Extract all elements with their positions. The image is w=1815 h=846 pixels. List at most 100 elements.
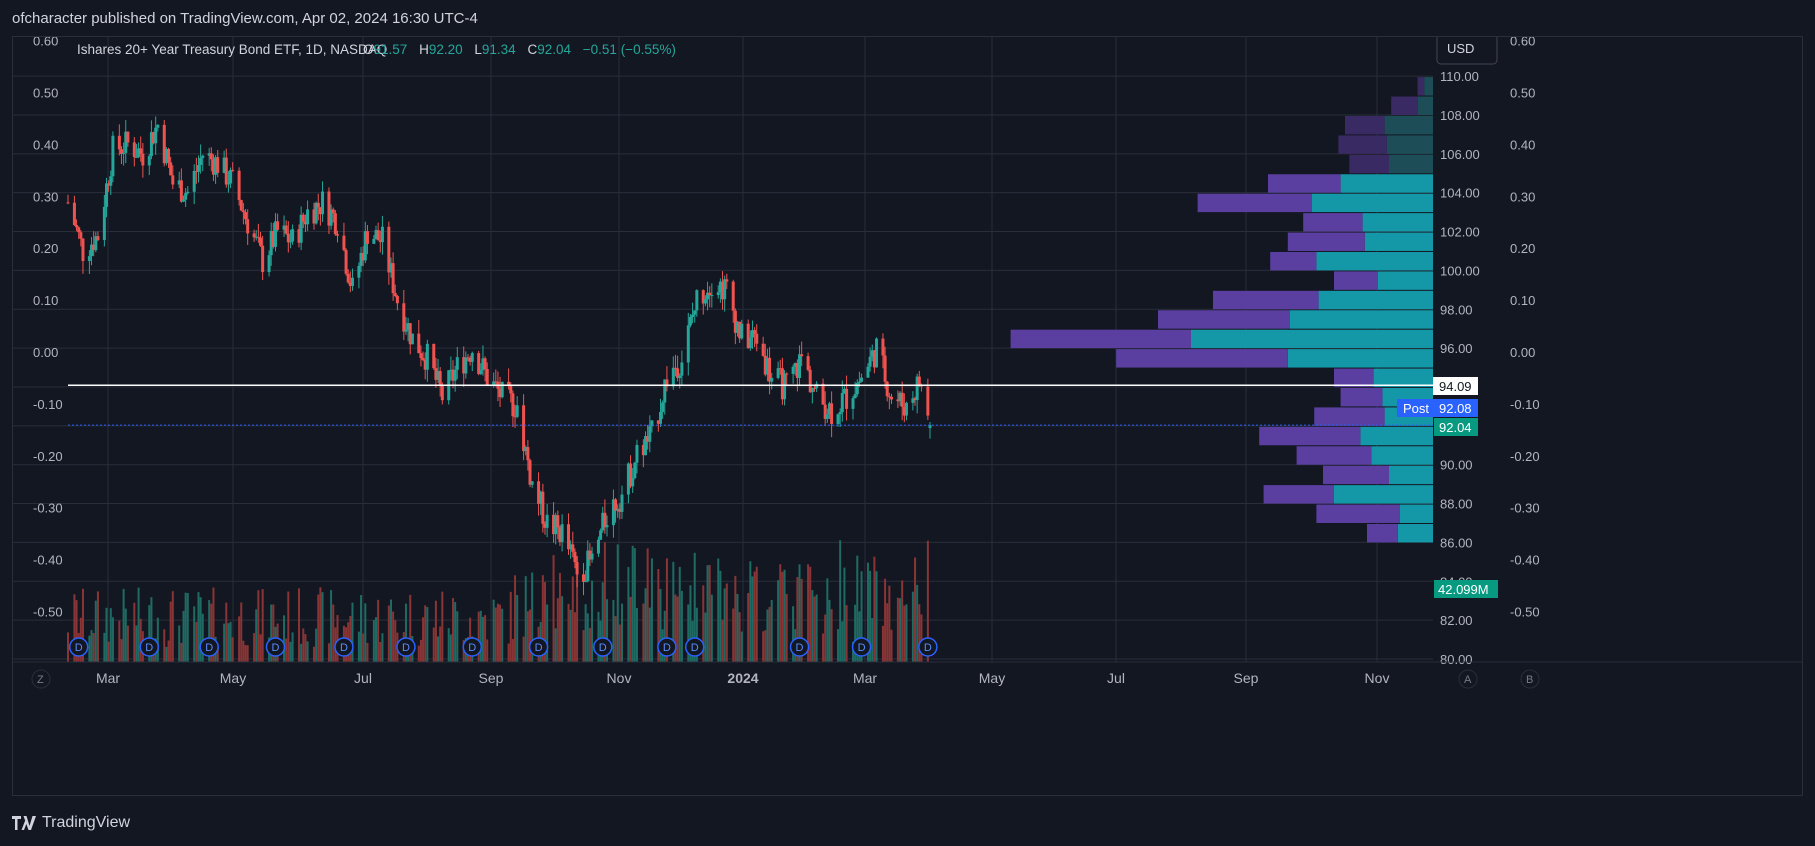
candle-body: [410, 333, 414, 345]
volume-bar: [364, 603, 367, 662]
brand-name: TradingView: [42, 814, 131, 831]
volume-bar: [447, 628, 450, 662]
candle-body: [646, 436, 650, 442]
candle-body: [105, 183, 109, 207]
dividend-marker[interactable]: D: [528, 637, 549, 657]
svg-text:92.04: 92.04: [1439, 420, 1472, 435]
candle-body: [288, 241, 292, 243]
candle-body: [171, 175, 175, 185]
candle-body: [333, 213, 337, 235]
vp-down-bar: [1158, 310, 1290, 329]
candle-body: [438, 371, 442, 386]
auto-scale-button[interactable]: A: [1458, 669, 1478, 689]
volume-bar: [680, 590, 683, 662]
candle-body: [631, 478, 635, 487]
volume-bar: [375, 617, 378, 662]
dividend-marker[interactable]: D: [592, 637, 613, 657]
volume-bar: [210, 603, 213, 662]
percent-tick-right: 0.20: [1510, 241, 1535, 256]
volume-bar: [422, 617, 425, 662]
candle-body: [406, 323, 410, 330]
candle-body: [800, 354, 804, 357]
candle-body: [256, 236, 260, 238]
dividend-marker[interactable]: D: [789, 637, 810, 657]
volume-bar: [167, 640, 170, 662]
dividend-label: D: [858, 642, 866, 654]
legend-l-value: 91.34: [482, 42, 516, 57]
candle-body: [688, 316, 692, 326]
candle-body: [152, 132, 156, 144]
candle-body: [419, 353, 423, 359]
dividend-marker[interactable]: D: [139, 637, 160, 657]
candle-body: [192, 170, 196, 192]
candle-body: [94, 236, 98, 251]
dividend-marker[interactable]: D: [684, 637, 705, 657]
candle-body: [507, 381, 511, 387]
dividend-marker[interactable]: D: [334, 637, 354, 657]
volume-bar: [815, 594, 818, 662]
candle-body: [701, 290, 705, 304]
volume-bar: [561, 596, 564, 662]
volume-bar: [494, 607, 497, 662]
volume-bar: [377, 599, 380, 662]
dividend-marker[interactable]: D: [199, 637, 219, 657]
candle-body: [361, 252, 365, 261]
volume-bar: [860, 571, 863, 662]
volume-bar: [362, 633, 365, 662]
svg-text:A: A: [1464, 674, 1472, 686]
dividend-marker[interactable]: D: [462, 637, 483, 657]
zoom-toggle-button[interactable]: Z: [31, 669, 51, 689]
volume-bar: [73, 594, 76, 662]
time-tick: Jul: [354, 670, 372, 686]
percent-tick-left: -0.20: [33, 449, 63, 464]
vp-down-bar: [1345, 115, 1385, 135]
dividend-marker[interactable]: D: [68, 637, 89, 657]
vp-down-bar: [1268, 174, 1341, 193]
dividend-circle: [684, 637, 705, 657]
candle-body: [904, 402, 908, 416]
candlestick-series: [66, 116, 932, 596]
candle-body: [569, 544, 573, 550]
volume-bar: [911, 591, 914, 662]
vp-up-bar: [1360, 426, 1433, 446]
volume-bar: [571, 576, 574, 662]
candle-body: [139, 148, 143, 154]
volume-bar: [546, 604, 549, 662]
volume-bar: [439, 626, 442, 662]
scale-toggle-button[interactable]: B: [1520, 669, 1540, 689]
candle-body: [695, 290, 699, 311]
vp-up-bar: [1318, 290, 1433, 310]
volume-bar: [75, 600, 78, 662]
candle-body: [291, 229, 295, 242]
candle-body: [102, 206, 106, 241]
dividend-marker[interactable]: D: [851, 637, 872, 657]
volume-bar: [779, 564, 782, 662]
candle-body: [92, 244, 96, 251]
candle-body: [216, 157, 220, 173]
candle-body: [648, 426, 652, 442]
volume-bar: [618, 624, 621, 662]
volume-bar: [330, 590, 333, 662]
candle-body: [342, 235, 346, 251]
volume-bar: [253, 633, 256, 662]
volume-bar: [901, 580, 904, 662]
candle-body: [66, 202, 70, 204]
percent-tick-right: 0.00: [1510, 345, 1535, 360]
dividend-marker[interactable]: D: [396, 637, 416, 657]
time-tick: May: [220, 670, 246, 686]
candle-body: [483, 358, 487, 369]
currency-button[interactable]: USD: [1436, 37, 1498, 65]
brand-footer[interactable]: TradingView: [12, 814, 130, 832]
dividend-marker[interactable]: D: [918, 637, 938, 657]
vp-up-bar: [1373, 368, 1433, 387]
candle-body: [276, 221, 280, 230]
volume-bar: [597, 611, 600, 662]
volume-bar: [216, 645, 219, 662]
dividend-marker[interactable]: D: [657, 637, 677, 657]
candle-body: [395, 296, 399, 304]
dividend-marker[interactable]: D: [265, 637, 286, 657]
volume-bar: [689, 585, 692, 662]
